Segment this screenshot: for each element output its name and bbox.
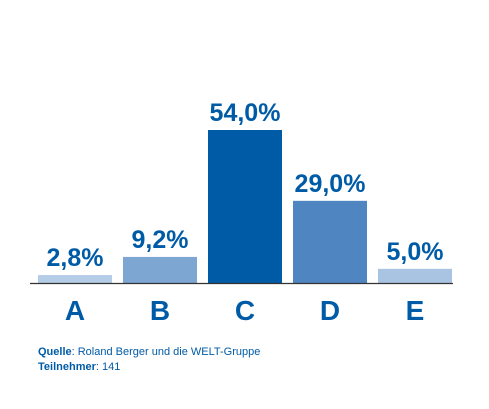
- category-label-d: D: [320, 295, 340, 326]
- category-label-c: C: [235, 295, 255, 326]
- source-text: : Roland Berger und die WELT-Gruppe: [71, 346, 261, 358]
- participants-text: : 141: [95, 361, 121, 373]
- bar-c: [208, 130, 282, 283]
- source-line: Quelle: Roland Berger und die WELT-Grupp…: [38, 345, 260, 360]
- bar-d: [293, 200, 367, 283]
- category-label-e: E: [406, 295, 425, 326]
- participants-line: Teilnehmer: 141: [38, 360, 260, 375]
- value-label-c: 54,0%: [210, 99, 281, 127]
- bar-a: [38, 275, 112, 283]
- participants-label: Teilnehmer: [38, 361, 96, 373]
- category-label-b: B: [150, 295, 170, 326]
- value-label-e: 5,0%: [387, 238, 444, 266]
- bar-e: [378, 268, 452, 283]
- source-label: Quelle: [38, 346, 72, 358]
- value-label-b: 9,2%: [132, 226, 189, 254]
- value-labels-group: 2,8% 9,2% 54,0% 29,0% 5,0%: [47, 99, 444, 272]
- bars-group: [38, 130, 452, 283]
- bar-b: [123, 256, 197, 283]
- chart-footer: Quelle: Roland Berger und die WELT-Grupp…: [38, 345, 260, 375]
- category-labels-group: A B C D E: [65, 295, 424, 326]
- value-label-d: 29,0%: [295, 170, 366, 198]
- category-label-a: A: [65, 295, 85, 326]
- value-label-a: 2,8%: [47, 244, 104, 272]
